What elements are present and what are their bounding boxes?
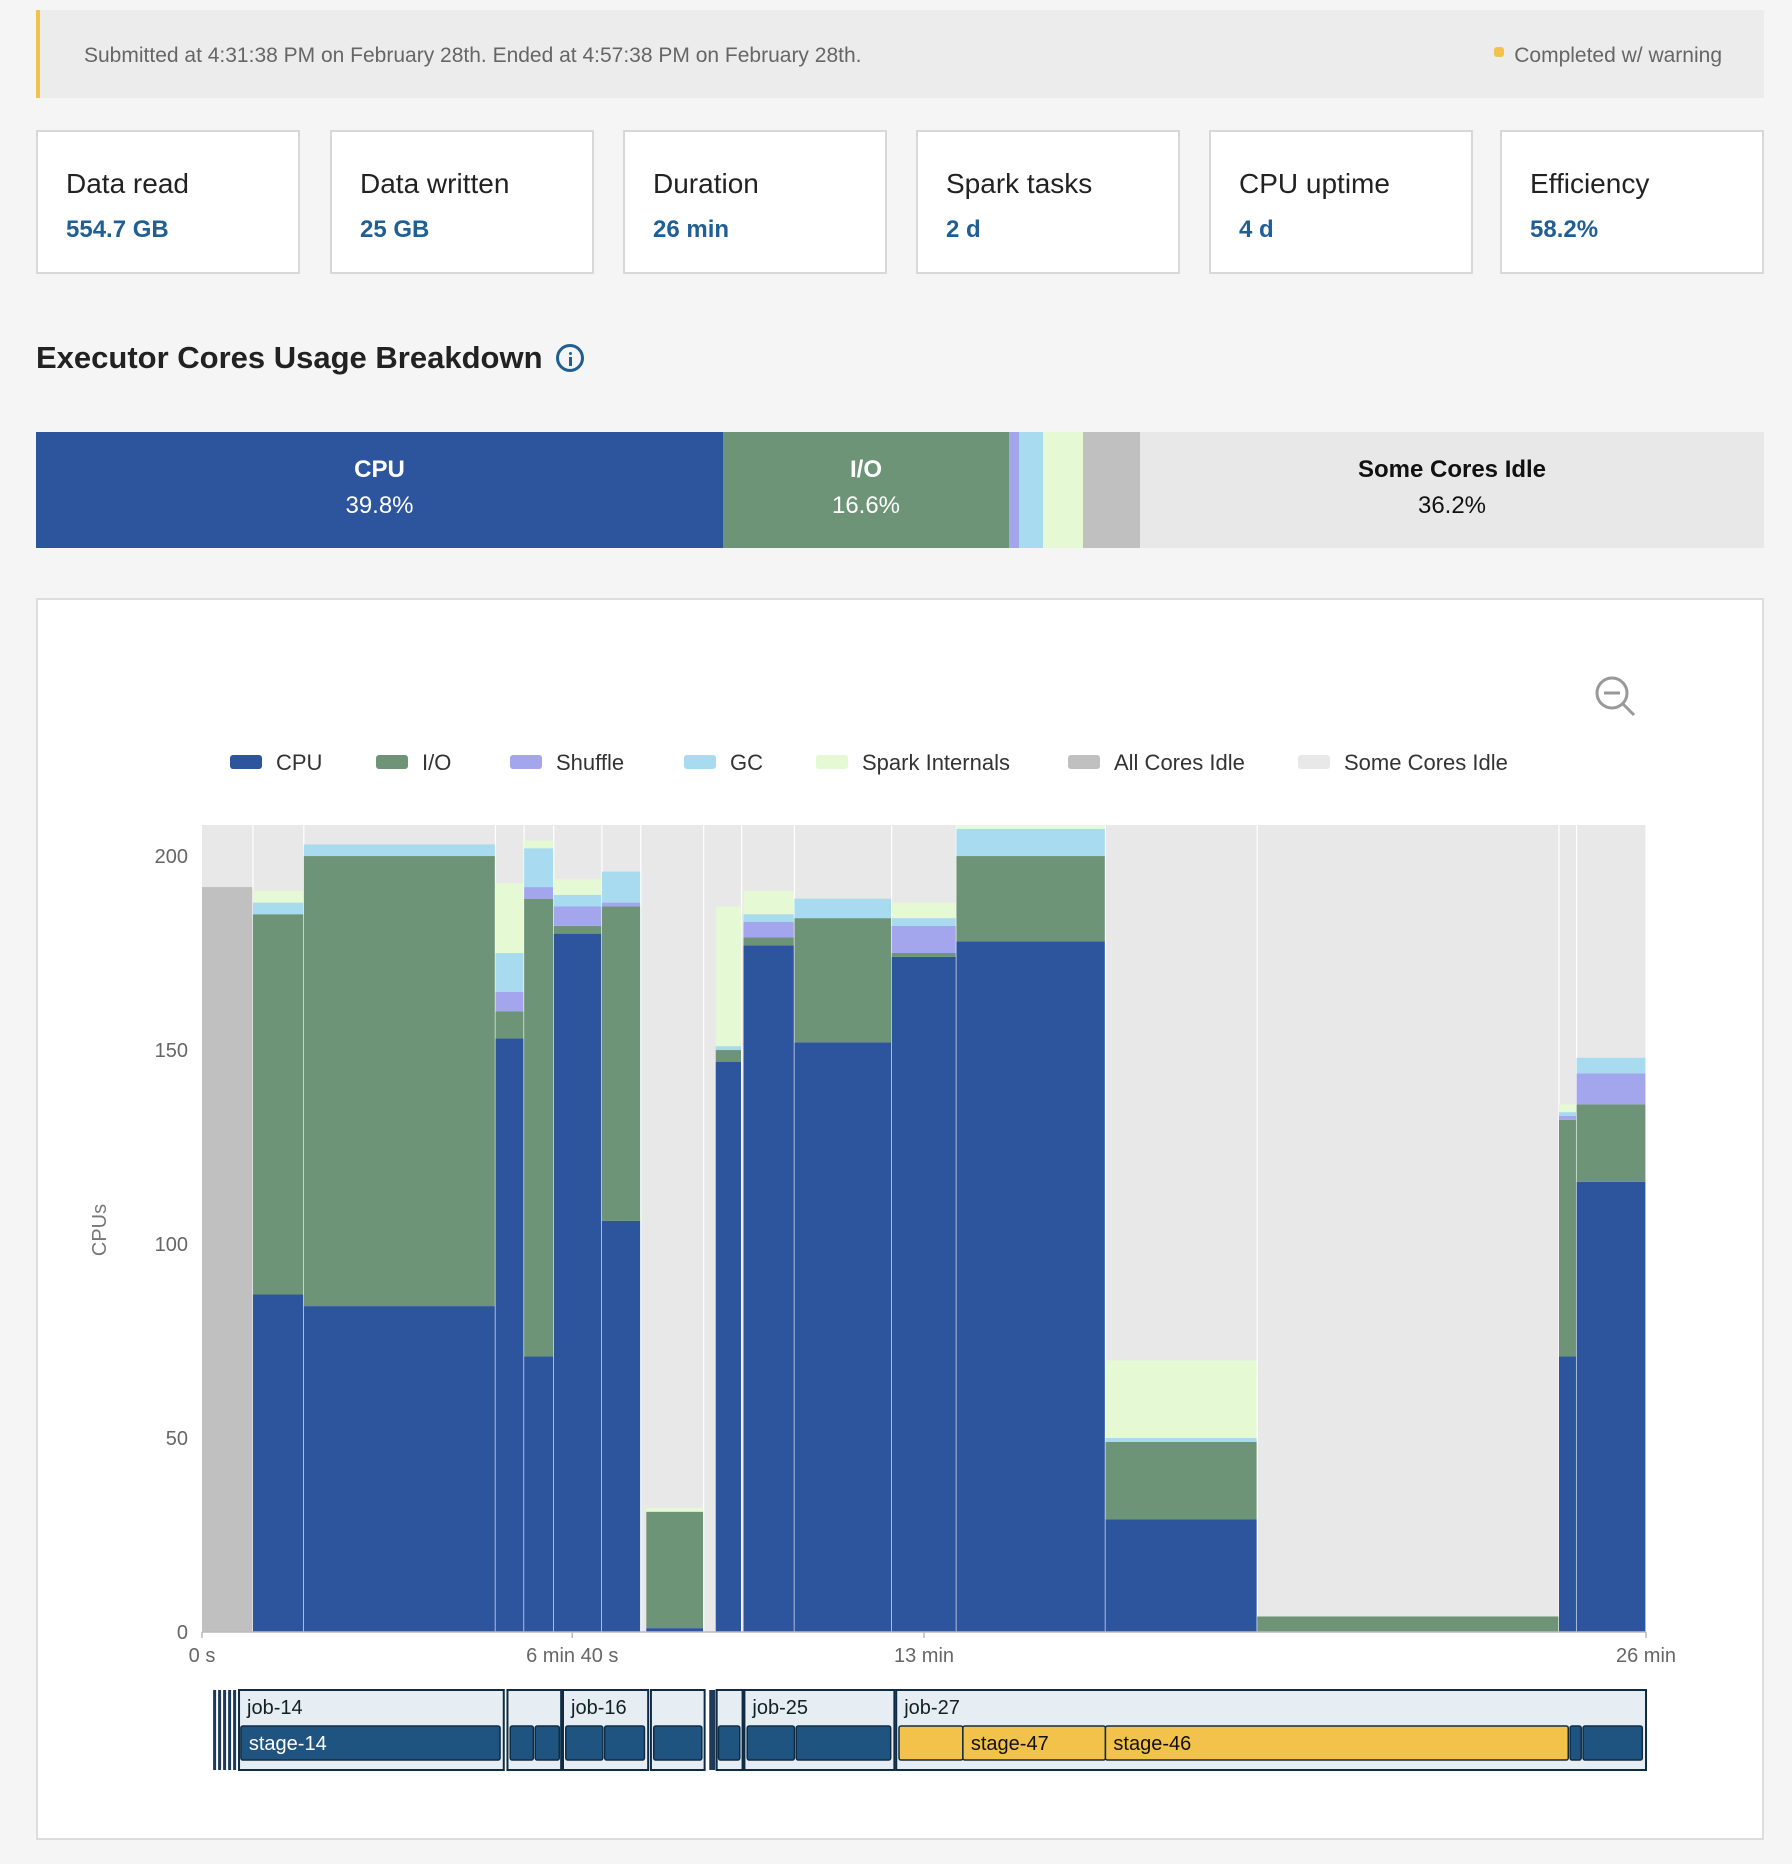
stat-card-spark-tasks: Spark tasks 2 d — [916, 130, 1180, 274]
legend-label: All Cores Idle — [1114, 750, 1245, 775]
legend-item-all-idle[interactable]: All Cores Idle — [1068, 750, 1245, 776]
legend-swatch — [1068, 755, 1100, 770]
submitted-text: Submitted at 4:31:38 PM on February 28th… — [84, 44, 862, 67]
legend-label: CPU — [276, 750, 323, 775]
stat-value: 554.7 GB — [66, 216, 169, 243]
stat-label: Data written — [360, 168, 510, 199]
status-banner: Submitted at 4:31:38 PM on February 28th… — [36, 10, 1764, 98]
status-text: Completed w/ warning — [1514, 44, 1722, 67]
legend-swatch — [376, 755, 408, 770]
breakdown-idle-label: Some Cores Idle — [1357, 456, 1547, 483]
breakdown-io-pct: 16.6% — [831, 492, 901, 519]
stat-value: 25 GB — [360, 216, 430, 243]
breakdown-io-label: I/O — [849, 456, 882, 483]
legend-swatch — [510, 755, 542, 770]
stat-value: 26 min — [653, 216, 730, 243]
status-badge: Completed w/ warning — [1494, 44, 1722, 68]
breakdown-idle-pct: 36.2% — [1417, 492, 1487, 519]
breakdown-spark-internals[interactable] — [1043, 432, 1083, 548]
breakdown-some-idle[interactable]: Some Cores Idle 36.2% — [1140, 432, 1764, 548]
stat-card-data-written: Data written 25 GB — [330, 130, 594, 274]
legend-label: Shuffle — [556, 750, 625, 775]
info-icon[interactable] — [556, 344, 584, 372]
legend-swatch — [1298, 755, 1330, 770]
status-dot-icon — [1494, 47, 1505, 58]
legend-label: Some Cores Idle — [1344, 750, 1508, 775]
legend-label: I/O — [422, 750, 452, 775]
legend-swatch — [230, 755, 262, 770]
stat-card-duration: Duration 26 min — [623, 130, 887, 274]
legend-item-gc[interactable]: GC — [684, 750, 763, 776]
stat-card-data-read: Data read 554.7 GB — [36, 130, 300, 274]
legend-item-some-idle[interactable]: Some Cores Idle — [1298, 750, 1508, 776]
legend-item-shuffle[interactable]: Shuffle — [510, 750, 624, 776]
breakdown-cpu-label: CPU — [354, 456, 405, 483]
legend-swatch — [816, 755, 848, 770]
zoom-out-icon[interactable] — [1594, 675, 1638, 719]
legend-item-spark-internals[interactable]: Spark Internals — [816, 750, 1010, 776]
stat-label: Data read — [66, 168, 189, 199]
legend-label: GC — [730, 750, 763, 775]
legend-item-cpu[interactable]: CPU — [230, 750, 322, 776]
breakdown-cpu-pct: 39.8% — [345, 492, 414, 519]
stat-card-cpu-uptime: CPU uptime 4 d — [1209, 130, 1473, 274]
legend-label: Spark Internals — [862, 750, 1010, 775]
chart-panel — [36, 598, 1764, 1840]
stat-value: 58.2% — [1530, 216, 1599, 243]
stat-label: Efficiency — [1530, 168, 1650, 199]
stat-card-efficiency: Efficiency 58.2% — [1500, 130, 1764, 274]
breakdown-cpu[interactable]: CPU 39.8% — [36, 432, 723, 548]
stat-value: 4 d — [1239, 216, 1274, 243]
breakdown-all-idle[interactable] — [1083, 432, 1140, 548]
breakdown-io[interactable]: I/O 16.6% — [723, 432, 1009, 548]
stat-value: 2 d — [946, 216, 981, 243]
legend-swatch — [684, 755, 716, 770]
breakdown-gc[interactable] — [1019, 432, 1043, 548]
stat-label: CPU uptime — [1239, 168, 1390, 199]
stat-label: Duration — [653, 168, 759, 199]
breakdown-shuffle[interactable] — [1009, 432, 1019, 548]
section-title: Executor Cores Usage Breakdown — [36, 340, 543, 375]
usage-breakdown-bar: CPU 39.8% I/O 16.6% Some Cores Idle 36.2… — [36, 432, 1764, 548]
legend-item-io[interactable]: I/O — [376, 750, 451, 776]
stat-label: Spark tasks — [946, 168, 1093, 199]
